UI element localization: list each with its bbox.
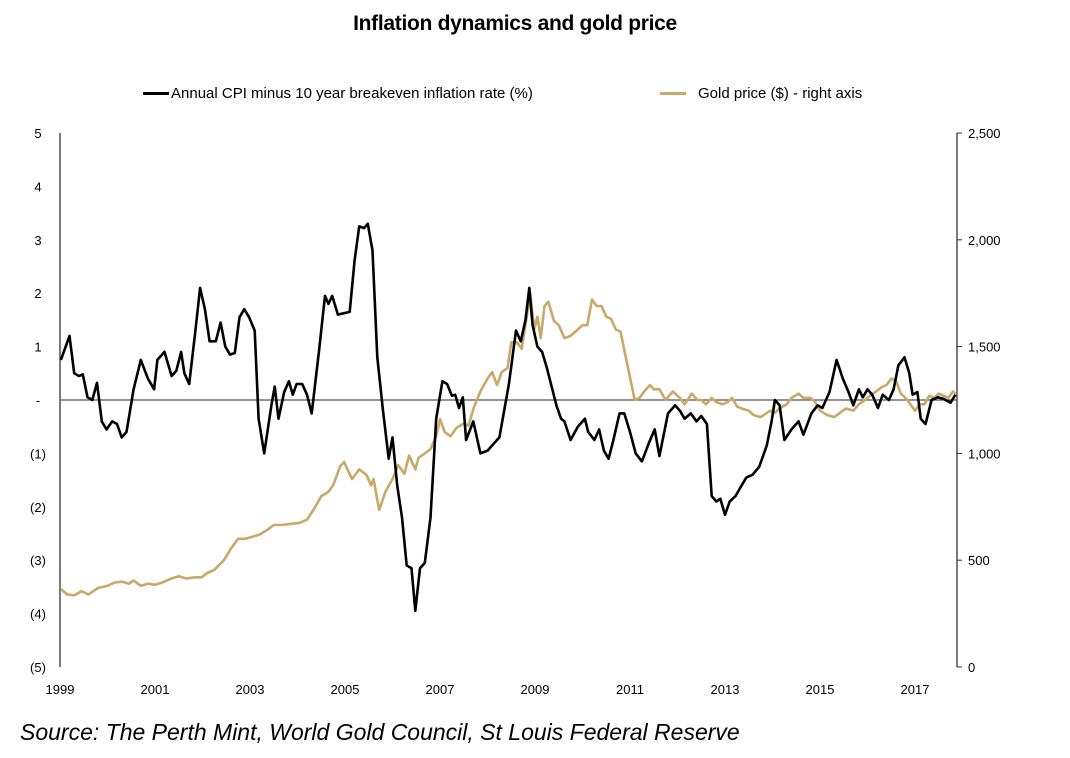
source-note: Source: The Perth Mint, World Gold Counc… [20, 719, 740, 745]
x-tick-label: 2011 [616, 682, 644, 697]
x-tick-label: 2009 [521, 682, 550, 697]
y-right-tick-label: 500 [968, 553, 990, 568]
y-left-tick-label: (1) [30, 446, 46, 461]
y-left-tick-label: 3 [34, 233, 41, 248]
y-left-tick-label: (2) [30, 500, 46, 515]
series-line-gold [60, 291, 957, 597]
y-right-tick-label: 2,500 [968, 126, 1001, 141]
y-left-tick-label: - [36, 393, 40, 408]
y-left-tick-label: 1 [34, 340, 41, 355]
chart-title: Inflation dynamics and gold price [353, 12, 677, 35]
legend-label-gold: Gold price ($) - right axis [698, 85, 863, 102]
y-right-tick-label: 1,500 [968, 340, 1001, 355]
y-right-tick-label: 2,000 [968, 233, 1001, 248]
x-tick-label: 2001 [141, 682, 170, 697]
y-left-tick-label: 4 [34, 179, 41, 194]
x-tick-label: 2015 [806, 682, 835, 697]
y-left-tick-label: (3) [30, 553, 46, 568]
y-left-tick-label: 5 [34, 126, 41, 141]
x-tick-label: 2005 [331, 682, 360, 697]
y-right-tick-label: 1,000 [968, 446, 1001, 461]
series-line-cpi [59, 222, 957, 613]
y-right-tick-label: 0 [968, 660, 975, 675]
legend-item-gold: Gold price ($) - right axis [660, 85, 862, 102]
y-left-tick-label: (4) [30, 607, 46, 622]
y-left-tick-label: (5) [30, 660, 46, 675]
legend-swatch-gold [660, 92, 686, 95]
x-tick-label: 2013 [711, 682, 740, 697]
x-tick-label: 2003 [236, 682, 265, 697]
y-left-tick-label: 2 [34, 286, 41, 301]
legend-item-cpi: Annual CPI minus 10 year breakeven infla… [143, 85, 533, 102]
legend-swatch-cpi [143, 92, 169, 95]
x-tick-label: 2007 [426, 682, 455, 697]
x-tick-label: 1999 [46, 682, 75, 697]
legend-label-cpi: Annual CPI minus 10 year breakeven infla… [171, 85, 533, 102]
x-tick-label: 2017 [901, 682, 930, 697]
